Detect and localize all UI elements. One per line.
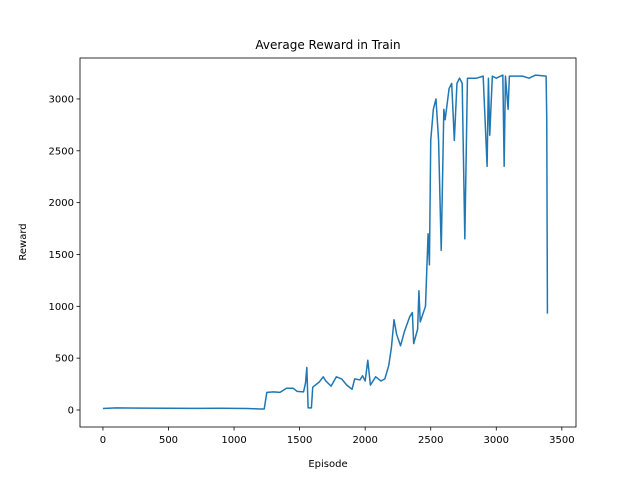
- x-tick-label: 500: [159, 435, 178, 446]
- y-tick-label: 500: [55, 354, 74, 365]
- y-tick-label: 0: [68, 405, 74, 416]
- y-tick-label: 2500: [49, 146, 74, 157]
- x-tick-label: 3500: [549, 435, 574, 446]
- y-axis-label: Reward: [18, 223, 29, 260]
- x-tick-label: 2500: [418, 435, 443, 446]
- x-tick-label: 1000: [221, 435, 246, 446]
- x-axis-label: Episode: [308, 459, 347, 470]
- chart-title: Average Reward in Train: [255, 38, 400, 52]
- x-tick-label: 0: [100, 435, 106, 446]
- x-tick-label: 2000: [352, 435, 377, 446]
- y-tick-label: 1500: [49, 250, 74, 261]
- y-tick-label: 2000: [49, 198, 74, 209]
- x-tick-label: 3000: [484, 435, 509, 446]
- y-tick-label: 1000: [49, 302, 74, 313]
- y-tick-label: 3000: [49, 94, 74, 105]
- line: [102, 74, 549, 410]
- x-tick-label: 1500: [287, 435, 312, 446]
- axes-frame: [79, 57, 577, 428]
